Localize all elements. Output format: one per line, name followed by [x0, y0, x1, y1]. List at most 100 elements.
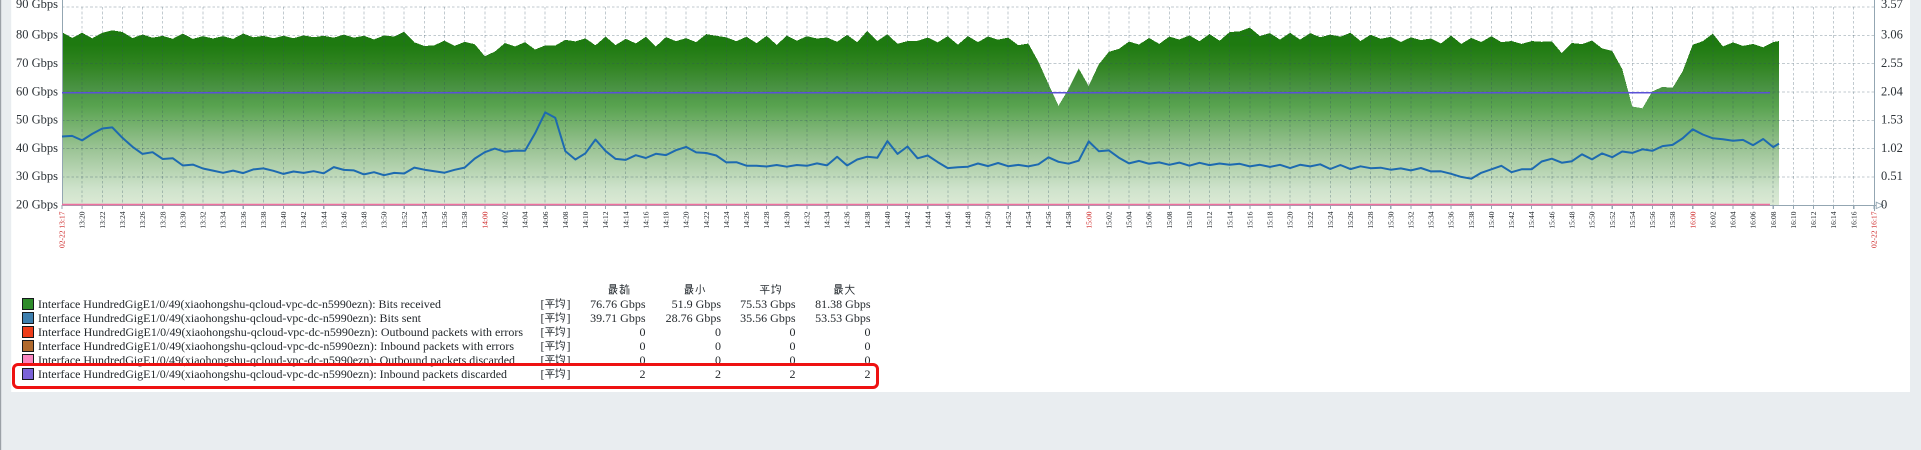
svg-text:15:28: 15:28: [1366, 211, 1375, 228]
svg-text:13:44: 13:44: [319, 211, 328, 228]
svg-text:14:42: 14:42: [903, 211, 912, 228]
svg-text:13:38: 13:38: [259, 211, 268, 228]
svg-text:[: [: [541, 311, 545, 325]
svg-text:13:20: 13:20: [78, 211, 87, 228]
svg-text:15:50: 15:50: [1588, 211, 1597, 228]
svg-text:15:00: 15:00: [1084, 211, 1093, 228]
svg-text:14:44: 14:44: [923, 211, 932, 228]
svg-text:13:54: 13:54: [420, 211, 429, 228]
svg-text:13:48: 13:48: [360, 211, 369, 228]
svg-text:16:02: 16:02: [1708, 211, 1717, 228]
svg-text:2.55: 2.55: [1881, 56, 1903, 70]
svg-text:13:52: 13:52: [400, 211, 409, 228]
svg-text:2: 2: [715, 367, 721, 381]
svg-text:13:22: 13:22: [98, 211, 107, 228]
svg-text:16:00: 16:00: [1688, 211, 1697, 228]
svg-text:14:30: 14:30: [782, 211, 791, 228]
svg-text:15:04: 15:04: [1125, 211, 1134, 228]
svg-text:1.02: 1.02: [1881, 141, 1903, 155]
svg-text:35.56 Gbps: 35.56 Gbps: [740, 311, 796, 325]
svg-text:15:10: 15:10: [1185, 211, 1194, 228]
svg-text:]: ]: [567, 339, 571, 353]
svg-text:0: 0: [715, 353, 721, 367]
svg-text:2.04: 2.04: [1881, 84, 1904, 98]
svg-text:14:18: 14:18: [662, 211, 671, 228]
svg-text:50 Gbps: 50 Gbps: [16, 113, 58, 127]
svg-text:15:24: 15:24: [1326, 211, 1335, 228]
svg-text:15:12: 15:12: [1205, 211, 1214, 228]
svg-text:15:40: 15:40: [1487, 211, 1496, 228]
svg-text:15:14: 15:14: [1225, 211, 1234, 228]
svg-text:15:58: 15:58: [1668, 211, 1677, 228]
svg-text:15:26: 15:26: [1346, 211, 1355, 228]
svg-text:0: 0: [865, 325, 871, 339]
svg-text:15:48: 15:48: [1568, 211, 1577, 228]
svg-text:13:36: 13:36: [239, 211, 248, 228]
svg-text:15:34: 15:34: [1427, 211, 1436, 228]
svg-text:51.9 Gbps: 51.9 Gbps: [672, 297, 722, 311]
svg-text:16:06: 16:06: [1749, 211, 1758, 228]
svg-text:2: 2: [640, 367, 646, 381]
svg-text:80 Gbps: 80 Gbps: [16, 28, 58, 42]
svg-text:15:08: 15:08: [1165, 211, 1174, 228]
svg-text:Interface HundredGigE1/0/49(xi: Interface HundredGigE1/0/49(xiaohongshu-…: [38, 339, 514, 353]
svg-text:]: ]: [567, 367, 571, 381]
svg-text:14:20: 14:20: [682, 211, 691, 228]
svg-text:15:20: 15:20: [1286, 211, 1295, 228]
svg-text:14:46: 14:46: [943, 211, 952, 228]
svg-text:14:06: 14:06: [541, 211, 550, 228]
svg-text:16:14: 16:14: [1829, 211, 1838, 228]
svg-text:14:54: 14:54: [1024, 211, 1033, 228]
svg-text:15:44: 15:44: [1527, 211, 1536, 228]
svg-text:28.76 Gbps: 28.76 Gbps: [666, 311, 722, 325]
svg-text:15:42: 15:42: [1507, 211, 1516, 228]
svg-text:15:52: 15:52: [1608, 211, 1617, 228]
svg-text:3.57: 3.57: [1881, 0, 1903, 11]
svg-text:16:08: 16:08: [1769, 211, 1778, 228]
svg-text:]: ]: [567, 311, 571, 325]
svg-text:0: 0: [790, 325, 796, 339]
svg-text:14:26: 14:26: [742, 211, 751, 228]
svg-text:3.06: 3.06: [1881, 28, 1903, 42]
svg-text:2: 2: [790, 367, 796, 381]
svg-text:14:16: 14:16: [641, 211, 650, 228]
svg-text:02-22 13:17: 02-22 13:17: [58, 211, 67, 248]
svg-text:0: 0: [865, 339, 871, 353]
svg-text:Interface HundredGigE1/0/49(xi: Interface HundredGigE1/0/49(xiaohongshu-…: [38, 367, 507, 381]
svg-text:14:38: 14:38: [863, 211, 872, 228]
svg-text:13:32: 13:32: [199, 211, 208, 228]
svg-text:14:58: 14:58: [1064, 211, 1073, 228]
svg-text:0: 0: [790, 353, 796, 367]
svg-text:81.38 Gbps: 81.38 Gbps: [815, 297, 871, 311]
svg-text:13:56: 13:56: [440, 211, 449, 228]
svg-text:0: 0: [640, 325, 646, 339]
svg-text:0: 0: [640, 339, 646, 353]
svg-text:20 Gbps: 20 Gbps: [16, 198, 58, 212]
svg-text:[: [: [541, 297, 545, 311]
svg-text:75.53 Gbps: 75.53 Gbps: [740, 297, 796, 311]
svg-text:Interface HundredGigE1/0/49(xi: Interface HundredGigE1/0/49(xiaohongshu-…: [38, 311, 422, 325]
svg-text:60 Gbps: 60 Gbps: [16, 84, 58, 98]
svg-text:15:02: 15:02: [1105, 211, 1114, 228]
svg-text:14:12: 14:12: [601, 211, 610, 228]
svg-text:02-22 16:17: 02-22 16:17: [1870, 211, 1879, 248]
svg-text:14:56: 14:56: [1044, 211, 1053, 228]
svg-text:15:46: 15:46: [1547, 211, 1556, 228]
svg-text:13:58: 13:58: [460, 211, 469, 228]
svg-text:[: [: [541, 353, 545, 367]
svg-text:15:16: 15:16: [1245, 211, 1254, 228]
svg-text:53.53 Gbps: 53.53 Gbps: [815, 311, 871, 325]
svg-text:[: [: [541, 367, 545, 381]
svg-text:14:52: 14:52: [1004, 211, 1013, 228]
svg-text:0: 0: [790, 339, 796, 353]
svg-text:15:22: 15:22: [1306, 211, 1315, 228]
svg-text:0: 0: [715, 339, 721, 353]
svg-text:13:34: 13:34: [219, 211, 228, 228]
svg-text:15:32: 15:32: [1406, 211, 1415, 228]
svg-text:15:06: 15:06: [1145, 211, 1154, 228]
svg-text:70 Gbps: 70 Gbps: [16, 56, 58, 70]
svg-text:14:36: 14:36: [843, 211, 852, 228]
svg-text:1.53: 1.53: [1881, 113, 1903, 127]
svg-text:0: 0: [1881, 198, 1887, 212]
svg-text:14:48: 14:48: [964, 211, 973, 228]
